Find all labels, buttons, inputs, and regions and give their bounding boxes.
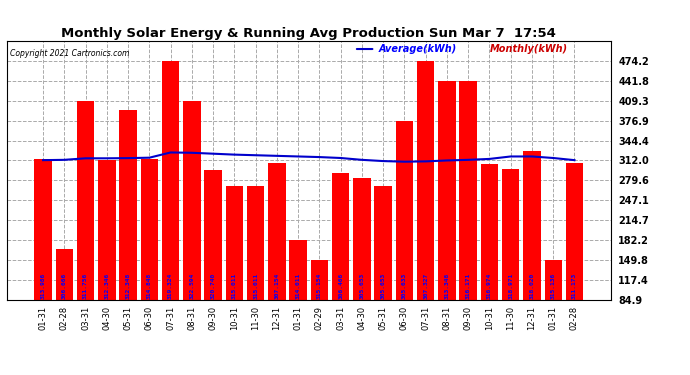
Text: 315.011: 315.011	[232, 273, 237, 299]
Text: 311.756: 311.756	[83, 273, 88, 299]
Text: 311.173: 311.173	[572, 273, 577, 299]
Text: 315.136: 315.136	[551, 273, 555, 299]
Text: 318.020: 318.020	[529, 273, 535, 299]
Bar	[289, 240, 307, 352]
Bar	[566, 163, 583, 352]
Bar	[417, 61, 435, 352]
Text: 314.011: 314.011	[295, 273, 301, 299]
Bar	[544, 260, 562, 352]
Bar	[247, 186, 264, 352]
Bar	[310, 260, 328, 352]
Bar	[460, 81, 477, 352]
Text: 305.653: 305.653	[359, 273, 364, 299]
Text: 316.974: 316.974	[487, 273, 492, 299]
Text: 314.848: 314.848	[147, 273, 152, 299]
Text: 307.327: 307.327	[423, 273, 428, 299]
Text: 318.971: 318.971	[509, 273, 513, 299]
Text: 313.348: 313.348	[444, 273, 449, 299]
Bar	[141, 159, 158, 352]
Text: 316.171: 316.171	[466, 273, 471, 299]
Bar	[34, 159, 52, 352]
Bar	[481, 164, 498, 352]
Text: 305.653: 305.653	[381, 273, 386, 299]
Bar	[162, 61, 179, 352]
Text: 307.154: 307.154	[275, 273, 279, 299]
Text: 322.594: 322.594	[189, 273, 195, 299]
Text: 313.986: 313.986	[41, 273, 46, 299]
Text: Average(kWh): Average(kWh)	[378, 44, 457, 54]
Bar	[438, 81, 455, 352]
Bar	[77, 100, 95, 352]
Bar	[268, 164, 286, 352]
Bar	[502, 169, 520, 352]
Text: 305.633: 305.633	[402, 273, 407, 299]
Text: 315.011: 315.011	[253, 273, 258, 299]
Bar	[523, 151, 541, 352]
Text: 312.348: 312.348	[126, 273, 130, 299]
Text: 306.666: 306.666	[62, 273, 67, 299]
Bar	[226, 186, 243, 352]
Bar	[332, 173, 349, 352]
Text: 315.154: 315.154	[317, 273, 322, 299]
Title: Monthly Solar Energy & Running Avg Production Sun Mar 7  17:54: Monthly Solar Energy & Running Avg Produ…	[61, 27, 556, 40]
Text: Monthly(kWh): Monthly(kWh)	[490, 44, 568, 54]
Text: 312.346: 312.346	[104, 273, 109, 299]
Text: 306.466: 306.466	[338, 273, 343, 299]
Bar	[204, 170, 221, 352]
Text: 320.740: 320.740	[210, 273, 215, 299]
Bar	[375, 186, 392, 352]
Bar	[353, 178, 371, 352]
Text: 319.324: 319.324	[168, 273, 173, 299]
Bar	[119, 110, 137, 352]
Bar	[396, 121, 413, 352]
Text: Copyright 2021 Cartronics.com: Copyright 2021 Cartronics.com	[10, 49, 129, 58]
Bar	[183, 100, 201, 352]
Bar	[56, 249, 73, 352]
Bar	[98, 160, 115, 352]
